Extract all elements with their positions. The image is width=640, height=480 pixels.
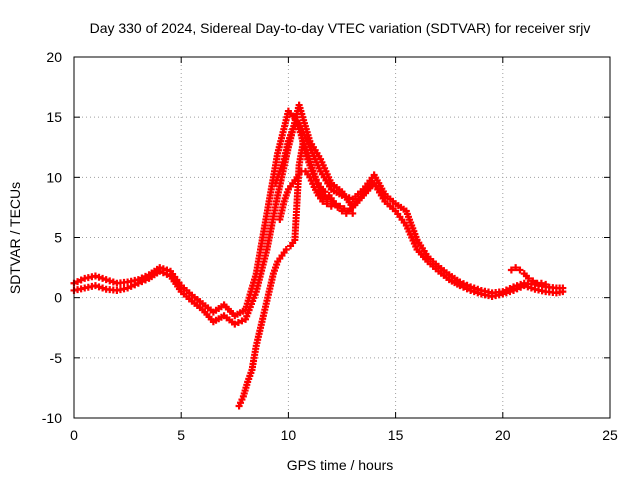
data-point: [349, 209, 357, 217]
data-point-interp: [138, 278, 146, 286]
y-tick-label: -10: [42, 410, 62, 426]
data-point: [231, 320, 239, 328]
data-point-interp: [99, 284, 107, 292]
data-point: [102, 276, 110, 284]
series-track-e: [276, 167, 335, 223]
data-point-interp: [77, 276, 85, 284]
series-track-d: [272, 119, 357, 217]
data-point-interp: [95, 273, 103, 281]
data-point: [344, 207, 352, 215]
data-point: [332, 200, 340, 208]
data-point: [467, 286, 475, 294]
data-point: [529, 277, 537, 285]
data-point: [499, 290, 507, 298]
data-point-interp: [234, 319, 242, 327]
data-point: [559, 288, 567, 296]
x-axis-label: GPS time / hours: [287, 457, 394, 473]
data-point: [512, 264, 520, 272]
data-point-interp: [506, 288, 514, 296]
data-point-interp: [127, 282, 135, 290]
data-point: [525, 274, 533, 282]
data-point: [510, 286, 518, 294]
data-point: [537, 279, 545, 287]
x-tick-label: 10: [281, 427, 297, 443]
data-point-interp: [463, 285, 471, 293]
data-point-interp: [470, 288, 478, 296]
data-point: [134, 279, 142, 287]
data-point-interp: [527, 284, 535, 292]
data-point-interp: [502, 289, 510, 297]
data-point: [507, 266, 515, 274]
series-track-a: [70, 107, 567, 320]
data-point-interp: [517, 283, 525, 291]
data-point: [456, 282, 464, 290]
data-point: [520, 282, 528, 290]
data-point: [124, 284, 132, 292]
data-point: [323, 200, 331, 208]
data-point-interp: [459, 283, 467, 291]
data-point: [516, 266, 524, 274]
data-point: [91, 272, 99, 280]
grid-layer: [74, 57, 610, 418]
series-layer: [70, 101, 567, 410]
y-tick-label: 0: [54, 290, 62, 306]
data-point: [340, 205, 348, 213]
data-point-interp: [513, 285, 521, 293]
data-point-interp: [524, 283, 532, 291]
data-point-interp: [74, 278, 82, 286]
x-tick-label: 25: [602, 427, 618, 443]
x-tick-label: 15: [388, 427, 404, 443]
data-point: [282, 246, 290, 254]
data-point-interp: [163, 270, 171, 278]
y-tick-label: -5: [50, 350, 63, 366]
data-point: [336, 202, 344, 210]
y-tick-label: 15: [46, 109, 62, 125]
data-point: [542, 280, 550, 288]
data-point-interp: [106, 277, 114, 285]
data-point: [327, 202, 335, 210]
data-point-interp: [99, 274, 107, 282]
data-point-interp: [95, 283, 103, 291]
series-track-b: [70, 101, 567, 328]
data-point-interp: [238, 317, 246, 325]
tick-layer: 0 5 10 15 20 25 -10 -5 0 5 10 15 20: [42, 49, 618, 443]
x-tick-label: 5: [177, 427, 185, 443]
data-point-interp: [141, 276, 149, 284]
data-point: [319, 197, 327, 205]
data-point-interp: [109, 278, 117, 286]
data-point: [91, 282, 99, 290]
y-axis-label: SDTVAR / TECUs: [7, 182, 23, 294]
data-point: [368, 181, 376, 189]
data-point-interp: [159, 269, 167, 277]
y-tick-label: 5: [54, 230, 62, 246]
x-tick-label: 0: [70, 427, 78, 443]
series-track-f: [507, 264, 550, 288]
y-tick-label: 20: [46, 49, 62, 65]
data-point: [156, 267, 164, 275]
data-point-interp: [474, 289, 482, 297]
chart-title: Day 330 of 2024, Sidereal Day-to-day VTE…: [90, 20, 591, 36]
x-tick-label: 20: [495, 427, 511, 443]
y-tick-label: 10: [46, 169, 62, 185]
data-point-interp: [131, 281, 139, 289]
